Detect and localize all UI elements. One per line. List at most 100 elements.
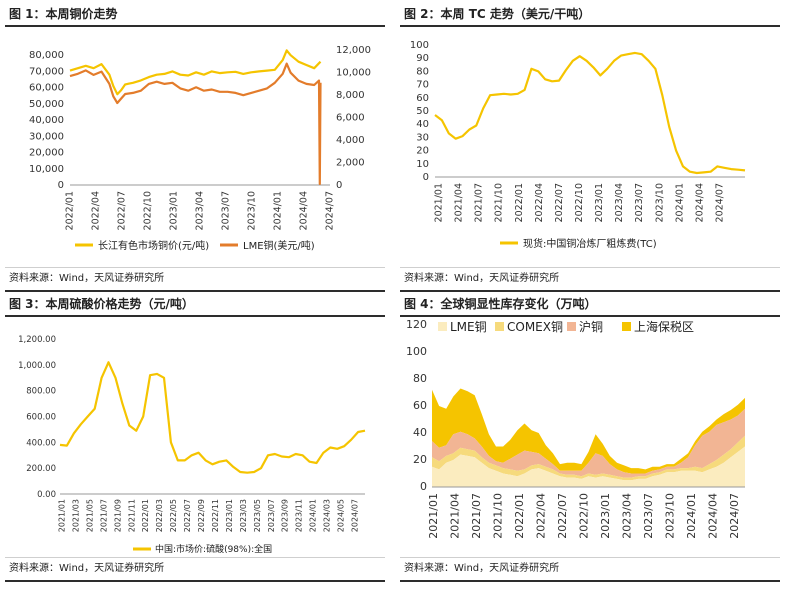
x-tick-label: 2024/04 (694, 183, 705, 222)
inventory-chart: 0 20 40 60 80 100 120 2021/01 2021/04 2021/07 2021… (406, 318, 745, 539)
x-tick-label: 2022/04 (91, 191, 102, 230)
x-tick-label: 2024/05 (337, 499, 346, 532)
panel-copper-price: 图 1：本周铜价走势 0 10,000 20,000 30,000 40,000 50,0… (5, 5, 385, 295)
y-tick-label: 30 (416, 132, 429, 143)
x-tick-label: 2023/04 (195, 191, 206, 230)
panel-tc: 图 2：本周 TC 走势（美元/干吨） 0 10 20 30 40 50 60 70 80 90 1… (400, 5, 780, 295)
x-tick-label: 2023/09 (281, 499, 290, 532)
series-line (59, 361, 366, 474)
x-tick-label: 2021/09 (113, 499, 122, 532)
x-tick-label: 2023/07 (221, 191, 232, 230)
y-tick-label: 60 (413, 399, 427, 412)
series-area (432, 446, 745, 487)
x-tick-label: 2021/11 (127, 499, 136, 532)
x-tick-label: 2023/10 (654, 183, 665, 222)
x-tick-label: 2021/01 (434, 183, 445, 222)
x-tick-label: 2023/11 (295, 499, 304, 532)
y-tick-label: 80 (416, 66, 429, 77)
y-tick-label: 1,000.00 (18, 361, 56, 371)
x-tick-label: 2021/07 (99, 499, 108, 532)
series-area (432, 408, 745, 478)
x-tick-label: 2021/10 (492, 493, 505, 539)
x-tick-label: 2024/07 (351, 499, 360, 532)
y-tick-label: 400.00 (26, 438, 56, 448)
x-tick-label: 2023/05 (253, 499, 262, 532)
x-tick-label: 2022/07 (183, 499, 192, 532)
y-tick-label: 30,000 (29, 131, 64, 142)
x-tick-label: 2024/07 (325, 191, 336, 230)
x-tick-label: 2023/10 (664, 493, 677, 539)
series-line (69, 62, 322, 185)
x-tick-label: 2022/05 (169, 499, 178, 532)
tc-chart: 0 10 20 30 40 50 60 70 80 90 100 2021/01 2021/04 2021… (410, 40, 746, 250)
legend-label: 沪铜 (579, 319, 603, 334)
y-tick-label: 20 (413, 453, 427, 466)
x-tick-label: 2022/03 (155, 499, 164, 532)
y-tick-label: 90 (416, 53, 429, 64)
x-tick-label: 2021/07 (470, 493, 483, 539)
x-tick-label: 2022/07 (556, 493, 569, 539)
y-tick-label: 10,000 (29, 164, 64, 175)
y-tick-label: 800.00 (26, 387, 56, 397)
legend-label: COMEX铜 (507, 319, 563, 334)
x-tick-label: 2022/10 (578, 493, 591, 539)
x-tick-label: 2022/10 (143, 191, 154, 230)
y-tick-label: 50 (416, 106, 429, 117)
y-tick-label: 40,000 (29, 115, 64, 126)
legend-label: 中国:市场价:硫酸(98%):全国 (155, 543, 272, 555)
x-tick-label: 2024/01 (309, 499, 318, 532)
y-tick-label: 2,000 (336, 158, 365, 169)
y-tick-label: 0 (423, 172, 429, 183)
legend-label: 上海保税区 (634, 319, 694, 334)
x-tick-label: 2023/03 (239, 499, 248, 532)
x-tick-label: 2022/10 (574, 183, 585, 222)
x-tick-label: 2024/04 (707, 493, 720, 539)
panel-title: 图 3：本周硫酸价格走势（元/吨） (5, 295, 385, 317)
y-tick-label: 40 (416, 119, 429, 130)
x-tick-label: 2023/01 (225, 499, 234, 532)
x-tick-label: 2022/04 (535, 493, 548, 539)
x-tick-label: 2023/07 (267, 499, 276, 532)
legend-label: 长江有色市场铜价(元/吨) (98, 239, 209, 252)
x-tick-label: 2023/07 (642, 493, 655, 539)
source-note: 资料来源：Wind，天风证券研究所 (5, 267, 385, 292)
x-tick-label: 2023/01 (594, 183, 605, 222)
y-tick-label: 10,000 (336, 68, 371, 79)
panel-title: 图 1：本周铜价走势 (5, 5, 385, 27)
y-tick-label: 100 (410, 40, 429, 51)
y-tick-label: 0 (58, 180, 64, 191)
x-tick-label: 2021/01 (58, 499, 67, 532)
x-tick-label: 2024/01 (273, 191, 284, 230)
x-tick-label: 2024/01 (685, 493, 698, 539)
x-tick-label: 2024/03 (323, 499, 332, 532)
y-tick-label: 60 (416, 93, 429, 104)
y-tick-label: 40 (413, 426, 427, 439)
x-tick-label: 2021/05 (85, 499, 94, 532)
x-tick-label: 2021/04 (454, 183, 465, 222)
y-tick-label: 0 (420, 480, 427, 493)
x-tick-label: 2024/01 (674, 183, 685, 222)
panel-title: 图 2：本周 TC 走势（美元/干吨） (400, 5, 780, 27)
y-tick-label: 600.00 (26, 413, 56, 423)
legend-label: LME铜 (450, 319, 487, 334)
copper-price-chart: 0 10,000 20,000 30,000 40,000 50,000 60,000 70,… (29, 45, 371, 252)
x-tick-label: 2021/04 (449, 493, 462, 539)
series-area (432, 388, 745, 474)
x-tick-label: 2022/07 (554, 183, 565, 222)
x-tick-label: 2022/01 (514, 183, 525, 222)
x-tick-label: 2022/09 (197, 499, 206, 532)
y-tick-label: 200.00 (26, 464, 56, 474)
x-tick-label: 2022/01 (141, 499, 150, 532)
y-tick-label: 20 (416, 146, 429, 157)
legend-swatch (622, 322, 631, 331)
x-tick-label: 2022/01 (513, 493, 526, 539)
source-note: 资料来源：Wind，天风证券研究所 (5, 557, 385, 582)
x-tick-label: 2024/07 (715, 183, 726, 222)
x-tick-label: 2021/07 (474, 183, 485, 222)
series-line (69, 49, 322, 96)
panel-sulfuric-acid: 图 3：本周硫酸价格走势（元/吨） 0.00 200.00 400.00 600.00… (5, 295, 385, 585)
sulfuric-acid-chart: 0.00 200.00 400.00 600.00 800.00 1,000.00 1,20… (18, 335, 366, 555)
y-tick-label: 80 (413, 372, 427, 385)
panel-title: 图 4：全球铜显性库存变化（万吨） (400, 295, 780, 317)
x-tick-label: 2022/11 (211, 499, 220, 532)
